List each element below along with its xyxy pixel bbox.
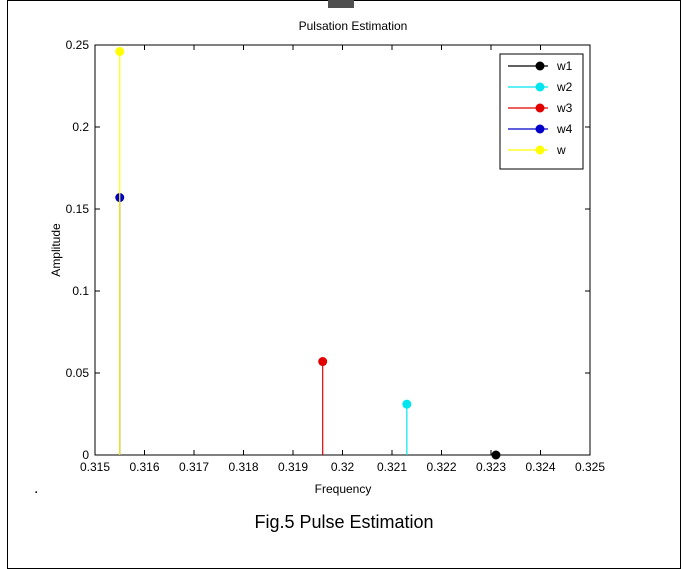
x-tick-label: 0.317: [179, 460, 209, 474]
stem-series: [115, 47, 501, 460]
legend-label-w1: w1: [556, 59, 573, 73]
x-tick-label: 0.318: [228, 460, 258, 474]
x-tick-label: 0.322: [426, 460, 456, 474]
legend-label-w: w: [556, 143, 566, 157]
x-tick-label: 0.323: [476, 460, 506, 474]
legend-marker-w2: [535, 82, 545, 92]
y-tick-label: 0.2: [72, 120, 89, 134]
legend-marker-w: [535, 145, 545, 155]
x-tick-label: 0.319: [278, 460, 308, 474]
x-tick-label: 0.324: [525, 460, 555, 474]
y-tick-label: 0: [82, 448, 89, 462]
stem-point-w1: [491, 450, 501, 460]
figure-caption: Fig.5 Pulse Estimation: [254, 512, 434, 532]
legend-marker-w4: [535, 124, 545, 134]
stem-point-w3: [318, 357, 328, 367]
legend-marker-w3: [535, 103, 545, 113]
x-tick-label: 0.315: [80, 460, 110, 474]
y-tick-label: 0.1: [72, 284, 89, 298]
x-tick-label: 0.325: [575, 460, 605, 474]
y-axis-label: Amplitude: [49, 223, 63, 277]
stray-dot: .: [34, 480, 39, 497]
y-tick-label: 0.05: [66, 366, 90, 380]
stem-point-w: [115, 47, 125, 57]
y-tick-label: 0.15: [66, 202, 90, 216]
chart-title: Pulsation Estimation: [299, 19, 408, 33]
x-tick-label: 0.32: [331, 460, 355, 474]
y-axis-ticks: 0 0.05 0.1 0.15 0.2 0.25: [66, 38, 590, 462]
pulsation-chart: Pulsation Estimation 0.315 0.316 0.317 0.31…: [49, 19, 605, 496]
legend-label-w3: w3: [556, 101, 573, 115]
top-bar-fragment: [328, 0, 354, 8]
legend-label-w4: w4: [556, 122, 573, 136]
x-tick-label: 0.321: [377, 460, 407, 474]
x-axis-label: Frequency: [315, 482, 372, 496]
legend-marker-w1: [535, 61, 545, 71]
chart-legend: w1 w2 w3 w4 w: [499, 53, 584, 170]
y-tick-label: 0.25: [66, 38, 90, 52]
x-axis-ticks: 0.315 0.316 0.317 0.318 0.319 0.32 0.321 0.322 0…: [80, 45, 605, 474]
x-tick-label: 0.316: [129, 460, 159, 474]
stem-point-w2: [402, 399, 412, 409]
legend-label-w2: w2: [556, 80, 573, 94]
